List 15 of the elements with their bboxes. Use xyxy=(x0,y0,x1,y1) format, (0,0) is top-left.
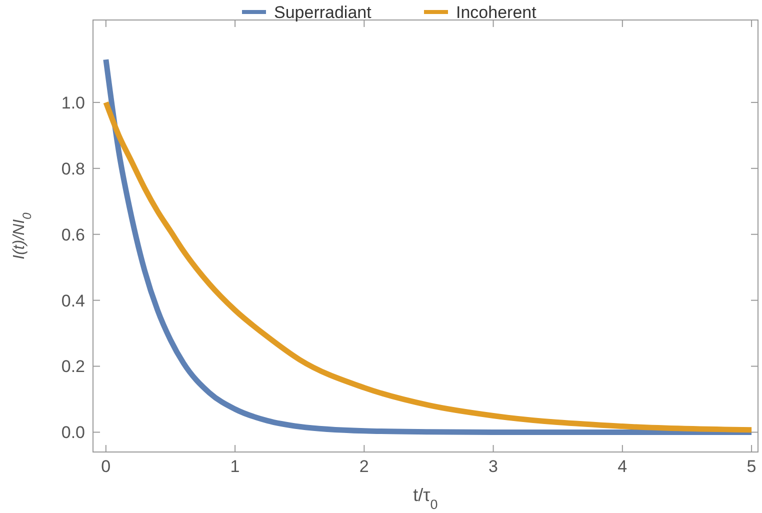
legend-label: Superradiant xyxy=(274,2,372,22)
y-tick-label: 0.2 xyxy=(61,357,85,376)
x-tick-label: 0 xyxy=(101,457,111,476)
y-tick-label: 1.0 xyxy=(61,93,85,112)
x-tick-label: 5 xyxy=(746,457,756,476)
x-tick-label: 4 xyxy=(618,457,628,476)
y-tick-label: 0.0 xyxy=(61,423,85,442)
y-tick-label: 0.4 xyxy=(61,291,85,310)
y-tick-label: 0.6 xyxy=(61,225,85,244)
x-tick-label: 2 xyxy=(359,457,369,476)
x-tick-label: 3 xyxy=(488,457,498,476)
y-tick-label: 0.8 xyxy=(61,159,85,178)
x-tick-label: 1 xyxy=(230,457,240,476)
legend-label: Incoherent xyxy=(456,2,537,22)
x-axis-title: t/τ$_{0}$ xyxy=(413,485,438,512)
